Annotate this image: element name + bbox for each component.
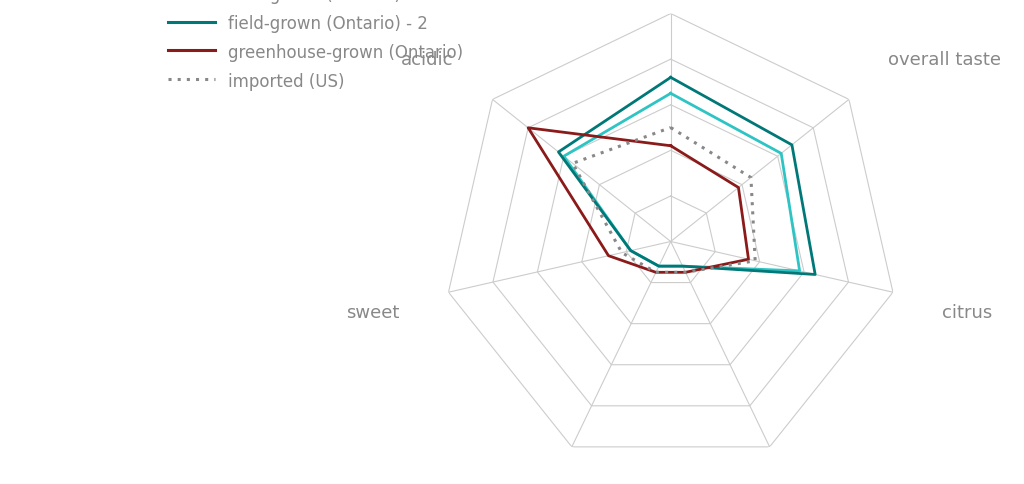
Text: acidic: acidic	[400, 51, 454, 69]
Legend: field-grown (Ontario) - 1, field-grown (Ontario) - 2, greenhouse-grown (Ontario): field-grown (Ontario) - 1, field-grown (…	[168, 0, 464, 91]
Text: sweet: sweet	[346, 304, 399, 322]
Text: overall taste: overall taste	[888, 51, 1001, 69]
Text: citrus: citrus	[942, 304, 992, 322]
